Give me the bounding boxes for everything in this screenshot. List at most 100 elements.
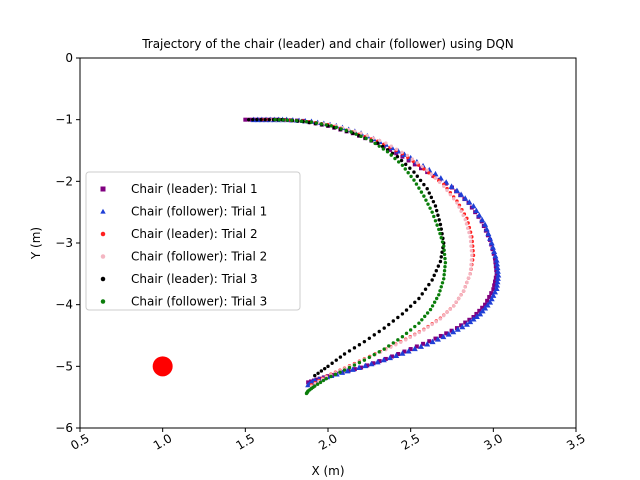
- data-point: [428, 307, 433, 312]
- data-point: [344, 128, 348, 133]
- data-point: [404, 338, 408, 342]
- legend-marker: [100, 299, 106, 304]
- data-point: [289, 118, 294, 122]
- x-tick-label: 3.0: [482, 431, 506, 453]
- data-point: [359, 131, 363, 135]
- data-point: [404, 331, 409, 336]
- data-point: [434, 336, 441, 342]
- data-point: [371, 136, 376, 140]
- data-point: [413, 300, 417, 305]
- legend-marker: [100, 254, 106, 259]
- data-point: [430, 304, 435, 308]
- data-point: [400, 163, 405, 167]
- data-point: [373, 141, 377, 146]
- data-point: [461, 289, 466, 293]
- data-point: [494, 278, 501, 285]
- data-point: [429, 195, 434, 200]
- data-point: [424, 198, 428, 202]
- data-point: [400, 150, 404, 155]
- data-point: [394, 147, 399, 151]
- data-point: [334, 358, 338, 362]
- data-point: [459, 209, 463, 213]
- data-point: [468, 239, 473, 244]
- legend-label: Chair (leader): Trial 2: [131, 227, 258, 241]
- legend-marker: [100, 186, 106, 192]
- data-point: [491, 248, 498, 255]
- data-point: [396, 315, 400, 320]
- data-point: [425, 187, 429, 191]
- data-point: [375, 141, 380, 145]
- data-point: [469, 262, 473, 267]
- y-tick-label: −2: [55, 174, 73, 188]
- data-point: [494, 268, 501, 274]
- data-point: [456, 296, 461, 301]
- data-point: [454, 326, 461, 332]
- data-point: [277, 118, 281, 122]
- y-tick-label: −5: [55, 359, 73, 373]
- data-point: [377, 359, 382, 364]
- data-point: [468, 272, 472, 276]
- data-point: [492, 279, 497, 284]
- data-point: [259, 117, 263, 122]
- data-point: [482, 305, 489, 311]
- legend-box: [85, 171, 301, 311]
- data-point: [483, 302, 488, 307]
- data-point: [466, 199, 473, 205]
- data-point: [489, 244, 496, 250]
- data-point: [352, 346, 357, 350]
- data-point: [494, 282, 501, 288]
- legend-label: Chair (leader): Trial 1: [131, 182, 258, 196]
- data-point: [429, 172, 434, 176]
- data-point: [404, 162, 408, 167]
- data-point: [433, 219, 438, 223]
- data-point: [324, 123, 329, 127]
- data-point: [438, 333, 443, 338]
- data-point: [445, 188, 449, 193]
- data-point: [417, 186, 421, 190]
- data-point: [387, 344, 391, 348]
- data-point: [395, 154, 400, 159]
- data-point: [423, 287, 428, 291]
- data-point: [342, 368, 347, 372]
- data-point: [468, 267, 473, 271]
- data-point: [362, 358, 367, 362]
- data-point: [420, 318, 424, 322]
- data-point: [480, 305, 485, 310]
- data-point: [473, 313, 480, 319]
- x-tick-label: 1.5: [234, 431, 258, 453]
- data-point: [469, 258, 474, 262]
- data-point: [413, 333, 417, 337]
- data-point: [437, 227, 441, 232]
- data-point: [246, 117, 251, 122]
- data-point: [408, 304, 413, 308]
- data-point: [304, 119, 309, 124]
- data-point: [414, 182, 419, 186]
- data-point: [442, 244, 446, 248]
- data-point: [432, 214, 436, 219]
- data-point: [494, 264, 501, 271]
- series-4-points: [263, 117, 474, 388]
- legend-marker: [100, 231, 106, 237]
- data-point: [418, 178, 423, 183]
- data-point: [435, 208, 439, 213]
- data-point: [356, 364, 362, 370]
- data-point: [458, 191, 465, 197]
- data-point: [448, 183, 455, 189]
- legend-label: Chair (follower): Trial 2: [131, 250, 267, 264]
- data-point: [263, 117, 267, 122]
- data-point: [437, 293, 441, 297]
- data-point: [425, 311, 430, 315]
- data-point: [434, 319, 438, 324]
- y-tick-label: −1: [55, 113, 73, 127]
- data-point: [439, 227, 443, 231]
- y-axis-ticks: 0 −1 −2 −3 −4 −5 −6: [55, 51, 80, 435]
- data-point: [448, 307, 453, 311]
- data-point: [437, 180, 442, 184]
- data-point: [368, 360, 375, 367]
- data-point: [408, 328, 413, 332]
- data-point: [473, 207, 480, 214]
- data-point: [440, 240, 445, 244]
- data-point: [444, 331, 449, 336]
- data-point: [467, 317, 472, 322]
- data-point: [377, 144, 381, 148]
